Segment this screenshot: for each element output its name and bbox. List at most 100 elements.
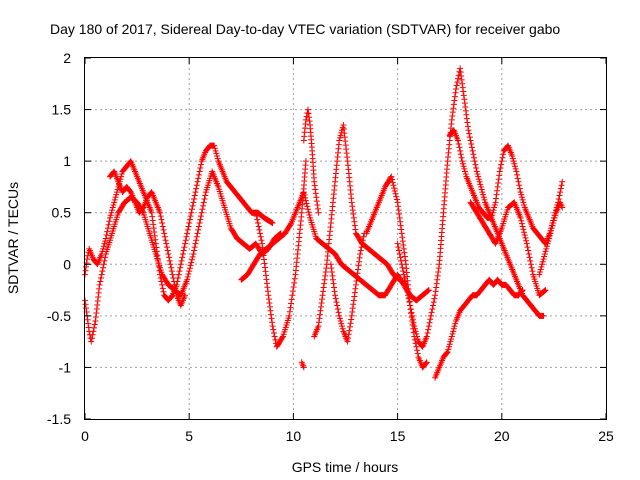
- data-point: [396, 211, 403, 218]
- data-point: [543, 245, 550, 252]
- data-point: [182, 240, 189, 247]
- data-point: [394, 199, 401, 206]
- data-point: [402, 281, 409, 288]
- data-point: [150, 221, 157, 228]
- data-point: [346, 323, 353, 330]
- data-point: [469, 147, 476, 154]
- data-point: [306, 114, 313, 121]
- data-point: [191, 247, 198, 254]
- data-point: [389, 179, 396, 186]
- data-point: [83, 305, 90, 312]
- data-point: [350, 211, 357, 218]
- data-point: [306, 118, 313, 125]
- data-point: [99, 268, 106, 275]
- data-point: [358, 244, 365, 251]
- data-point: [480, 191, 487, 198]
- data-point: [100, 243, 107, 250]
- data-point: [159, 281, 166, 288]
- data-point: [413, 330, 420, 337]
- data-point: [510, 158, 517, 165]
- data-point: [518, 194, 525, 201]
- data-point: [543, 243, 550, 250]
- data-point: [109, 204, 116, 211]
- data-point: [451, 93, 458, 100]
- data-point: [552, 212, 559, 219]
- data-point: [265, 292, 272, 299]
- data-point: [401, 253, 408, 260]
- data-point: [104, 228, 111, 235]
- data-point: [431, 295, 438, 302]
- data-point: [195, 175, 202, 182]
- y-axis-ticks: -1.5 -1 -0.5 0 0.5 1 1.5 2: [47, 50, 606, 427]
- data-point: [465, 127, 472, 134]
- data-point: [500, 151, 507, 158]
- data-point: [397, 218, 404, 225]
- data-point: [354, 270, 361, 277]
- data-point: [511, 160, 518, 167]
- data-point: [346, 327, 353, 334]
- data-point: [525, 250, 532, 257]
- data-point: [348, 316, 355, 323]
- data-point: [303, 200, 310, 207]
- data-point: [520, 199, 527, 206]
- data-point: [345, 331, 352, 338]
- data-point: [188, 259, 195, 266]
- data-point: [492, 199, 499, 206]
- data-point: [541, 287, 548, 294]
- data-point: [304, 203, 311, 210]
- data-point: [82, 267, 89, 274]
- data-point: [100, 264, 107, 271]
- data-point: [160, 226, 167, 233]
- data-point: [423, 360, 430, 367]
- data-point: [202, 192, 209, 199]
- data-point: [319, 292, 326, 299]
- data-point: [398, 261, 405, 268]
- data-point: [91, 321, 98, 328]
- data-point: [555, 195, 562, 202]
- chart-title: Day 180 of 2017, Sidereal Day-to-day VTE…: [50, 21, 560, 37]
- data-point: [355, 266, 362, 273]
- data-point: [332, 295, 339, 302]
- data-point: [180, 247, 187, 254]
- data-point: [352, 285, 359, 292]
- data-point: [444, 348, 451, 355]
- data-point: [400, 271, 407, 278]
- data-point: [518, 220, 525, 227]
- data-point: [329, 272, 336, 279]
- data-point: [558, 182, 565, 189]
- data-point: [353, 274, 360, 281]
- data-point: [97, 275, 104, 282]
- data-point: [349, 305, 356, 312]
- data-point: [523, 237, 530, 244]
- data-point: [198, 161, 205, 168]
- data-point: [107, 214, 114, 221]
- data-point: [170, 278, 177, 285]
- data-point: [323, 265, 330, 272]
- data-point: [159, 223, 166, 230]
- data-point: [335, 309, 342, 316]
- data-point: [85, 320, 92, 327]
- data-point: [399, 234, 406, 241]
- data-point: [353, 278, 360, 285]
- data-point: [493, 191, 500, 198]
- data-point: [321, 276, 328, 283]
- data-point: [101, 257, 108, 264]
- x-tick-label: 20: [494, 428, 510, 444]
- data-point: [405, 295, 412, 302]
- data-point: [196, 220, 203, 227]
- data-point: [475, 173, 482, 180]
- data-point: [168, 264, 175, 271]
- data-point: [291, 275, 298, 282]
- data-point: [197, 165, 204, 172]
- data-point: [254, 220, 261, 227]
- data-point: [448, 336, 455, 343]
- data-point: [491, 201, 498, 208]
- data-point: [258, 237, 265, 244]
- data-point: [521, 232, 528, 239]
- data-point: [159, 285, 166, 292]
- data-point: [267, 311, 274, 318]
- data-point: [462, 171, 469, 178]
- data-point: [286, 308, 293, 315]
- data-point: [176, 268, 183, 275]
- data-point: [518, 191, 525, 198]
